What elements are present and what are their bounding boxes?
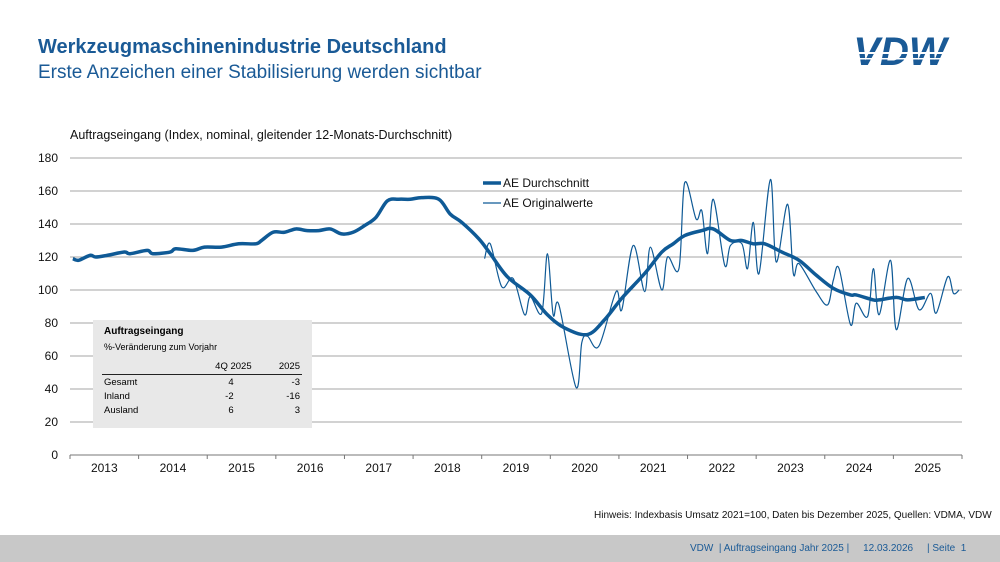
cell: Inland xyxy=(104,391,130,402)
series-line-average xyxy=(72,195,926,337)
y-tick-label: 0 xyxy=(51,448,58,462)
y-tick-label: 100 xyxy=(38,283,58,297)
series-line-original xyxy=(483,178,960,389)
x-tick-label: 2020 xyxy=(571,461,598,475)
y-tick-label: 120 xyxy=(38,250,58,264)
inset-table: 4Q 2025 2025 Gesamt 4 -3 Inland -2 -16 Ausla… xyxy=(102,360,302,417)
cell: Ausland xyxy=(104,405,139,416)
source-note: Hinweis: Indexbasis Umsatz 2021=100, Dat… xyxy=(594,510,992,521)
col-header xyxy=(102,360,176,375)
col-header: 2025 xyxy=(253,360,302,375)
inset-table-box: Auftragseingang %-Veränderung zum Vorjah… xyxy=(93,320,312,428)
x-tick-label: 2016 xyxy=(297,461,324,475)
cell: -16 xyxy=(286,391,300,402)
cell: -2 xyxy=(225,391,234,402)
x-tick-label: 2013 xyxy=(91,461,118,475)
col-header: 4Q 2025 xyxy=(175,360,254,375)
x-tick-label: 2023 xyxy=(777,461,804,475)
x-tick-label: 2019 xyxy=(503,461,530,475)
vdw-logo: VDW xyxy=(838,30,963,74)
x-tick-label: 2022 xyxy=(708,461,735,475)
footer-text: VDW | Auftragseingang Jahr 2025 | 12.03.… xyxy=(690,543,967,554)
cell: -3 xyxy=(291,377,300,388)
y-tick-label: 180 xyxy=(38,151,58,165)
y-tick-label: 160 xyxy=(38,184,58,198)
page-subtitle: Erste Anzeichen einer Stabilisierung wer… xyxy=(38,62,482,83)
x-tick-label: 2017 xyxy=(365,461,392,475)
x-tick-label: 2025 xyxy=(914,461,941,475)
inset-table-title: Auftragseingang xyxy=(104,326,184,337)
y-tick-label: 140 xyxy=(38,217,58,231)
legend-label-average: AE Durchschnitt xyxy=(503,176,590,190)
table-row: Gesamt 4 -3 xyxy=(102,375,302,390)
y-tick-label: 60 xyxy=(45,349,59,363)
y-tick-label: 40 xyxy=(45,382,59,396)
cell: 4 xyxy=(228,377,234,388)
table-row: Inland -2 -16 xyxy=(102,389,302,403)
x-tick-label: 2021 xyxy=(640,461,667,475)
y-tick-label: 20 xyxy=(45,415,59,429)
legend-label-original: AE Originalwerte xyxy=(503,196,593,210)
inset-table-subtitle: %-Veränderung zum Vorjahr xyxy=(104,342,218,352)
cell: Gesamt xyxy=(104,377,138,388)
footer-bar xyxy=(0,535,1000,562)
page-title: Werkzeugmaschinenindustrie Deutschland xyxy=(38,36,447,58)
chart-title: Auftragseingang (Index, nominal, gleiten… xyxy=(70,128,453,142)
x-tick-label: 2024 xyxy=(846,461,873,475)
x-tick-label: 2014 xyxy=(160,461,187,475)
legend: AE Durchschnitt AE Originalwerte xyxy=(483,176,593,210)
x-tick-label: 2018 xyxy=(434,461,461,475)
table-row: Ausland 6 3 xyxy=(102,403,302,417)
x-tick-label: 2015 xyxy=(228,461,255,475)
cell: 6 xyxy=(228,405,234,416)
cell: 3 xyxy=(294,405,300,416)
y-tick-label: 80 xyxy=(45,316,59,330)
